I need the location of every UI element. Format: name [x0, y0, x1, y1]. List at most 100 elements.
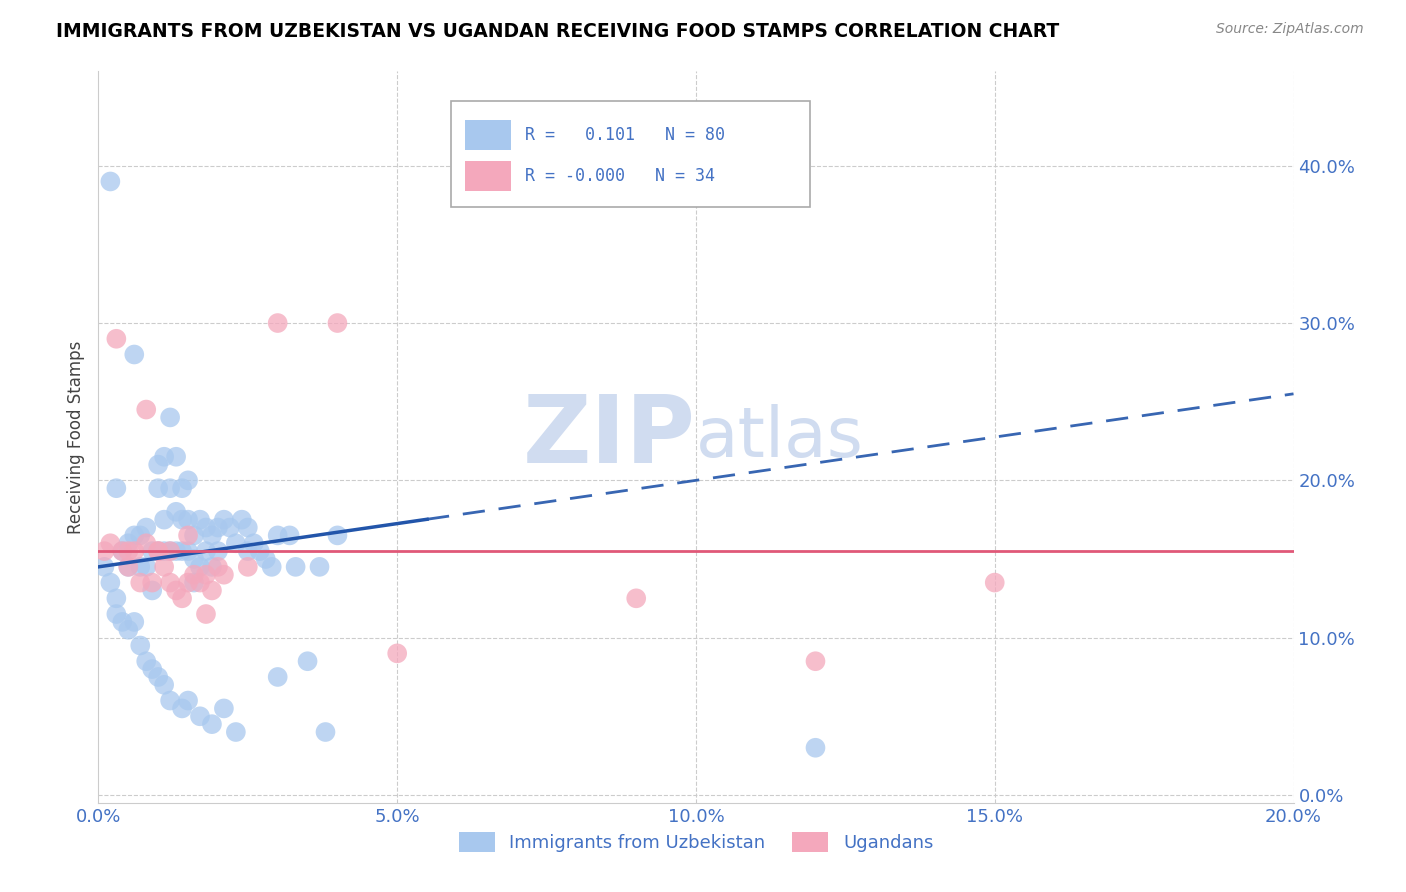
Point	[105, 332, 128, 346]
Point	[267, 670, 290, 684]
Point	[308, 559, 330, 574]
Point	[207, 520, 229, 534]
Point	[98, 575, 122, 590]
Point	[135, 654, 157, 668]
Point	[129, 559, 152, 574]
Point	[260, 559, 283, 574]
Point	[135, 536, 157, 550]
Text: atlas: atlas	[696, 403, 863, 471]
Point	[177, 513, 200, 527]
Point	[267, 528, 290, 542]
Point	[165, 505, 187, 519]
Point	[148, 481, 170, 495]
Point	[212, 513, 235, 527]
Point	[129, 639, 152, 653]
Point	[148, 544, 170, 558]
Point	[195, 607, 218, 621]
Point	[172, 513, 194, 527]
Point	[225, 536, 247, 550]
Bar	[465, 161, 510, 191]
Point	[159, 693, 181, 707]
Text: R = -0.000   N = 34: R = -0.000 N = 34	[524, 167, 716, 185]
Point	[236, 559, 259, 574]
Point	[153, 544, 176, 558]
Point	[135, 402, 157, 417]
Point	[804, 654, 827, 668]
Point	[172, 544, 194, 558]
Point	[172, 481, 194, 495]
Bar	[465, 120, 510, 150]
Point	[207, 544, 229, 558]
Point	[141, 583, 163, 598]
Point	[129, 528, 152, 542]
Point	[117, 559, 139, 574]
Point	[254, 552, 277, 566]
Text: Source: ZipAtlas.com: Source: ZipAtlas.com	[1216, 22, 1364, 37]
Point	[188, 513, 211, 527]
Point	[183, 552, 205, 566]
Point	[236, 544, 259, 558]
Point	[148, 544, 170, 558]
Point	[117, 544, 139, 558]
Point	[93, 544, 115, 558]
Text: IMMIGRANTS FROM UZBEKISTAN VS UGANDAN RECEIVING FOOD STAMPS CORRELATION CHART: IMMIGRANTS FROM UZBEKISTAN VS UGANDAN RE…	[56, 22, 1060, 41]
Point	[124, 544, 146, 558]
Point	[129, 575, 152, 590]
Point	[159, 575, 181, 590]
Point	[207, 559, 229, 574]
Point	[188, 709, 211, 723]
Point	[177, 575, 200, 590]
Point	[105, 481, 128, 495]
Point	[284, 559, 307, 574]
Point	[117, 559, 139, 574]
Point	[326, 316, 349, 330]
Point	[141, 662, 163, 676]
Point	[124, 347, 146, 361]
Point	[278, 528, 301, 542]
FancyBboxPatch shape	[451, 101, 810, 207]
Point	[111, 544, 134, 558]
Point	[117, 623, 139, 637]
Point	[188, 575, 211, 590]
Point	[249, 544, 271, 558]
Point	[326, 528, 349, 542]
Point	[172, 701, 194, 715]
Point	[93, 559, 115, 574]
Point	[148, 458, 170, 472]
Point	[159, 410, 181, 425]
Point	[141, 544, 163, 558]
Point	[165, 583, 187, 598]
Point	[177, 693, 200, 707]
Point	[141, 575, 163, 590]
Point	[135, 559, 157, 574]
Point	[124, 528, 146, 542]
Point	[117, 536, 139, 550]
Point	[159, 481, 181, 495]
Point	[105, 607, 128, 621]
Point	[153, 678, 176, 692]
Point	[148, 544, 170, 558]
Point	[177, 528, 200, 542]
Legend: Immigrants from Uzbekistan, Ugandans: Immigrants from Uzbekistan, Ugandans	[451, 824, 941, 860]
Point	[183, 575, 205, 590]
Point	[201, 583, 224, 598]
Point	[385, 646, 409, 660]
Point	[201, 528, 224, 542]
Point	[188, 559, 211, 574]
Point	[231, 513, 253, 527]
Point	[165, 450, 187, 464]
Text: R =   0.101   N = 80: R = 0.101 N = 80	[524, 126, 725, 144]
Point	[225, 725, 247, 739]
Point	[315, 725, 337, 739]
Point	[984, 575, 1007, 590]
Point	[111, 544, 134, 558]
Point	[172, 591, 194, 606]
Point	[111, 615, 134, 629]
Point	[159, 544, 181, 558]
Point	[267, 316, 290, 330]
Y-axis label: Receiving Food Stamps: Receiving Food Stamps	[66, 341, 84, 533]
Point	[153, 513, 176, 527]
Point	[177, 544, 200, 558]
Point	[183, 528, 205, 542]
Point	[236, 520, 259, 534]
